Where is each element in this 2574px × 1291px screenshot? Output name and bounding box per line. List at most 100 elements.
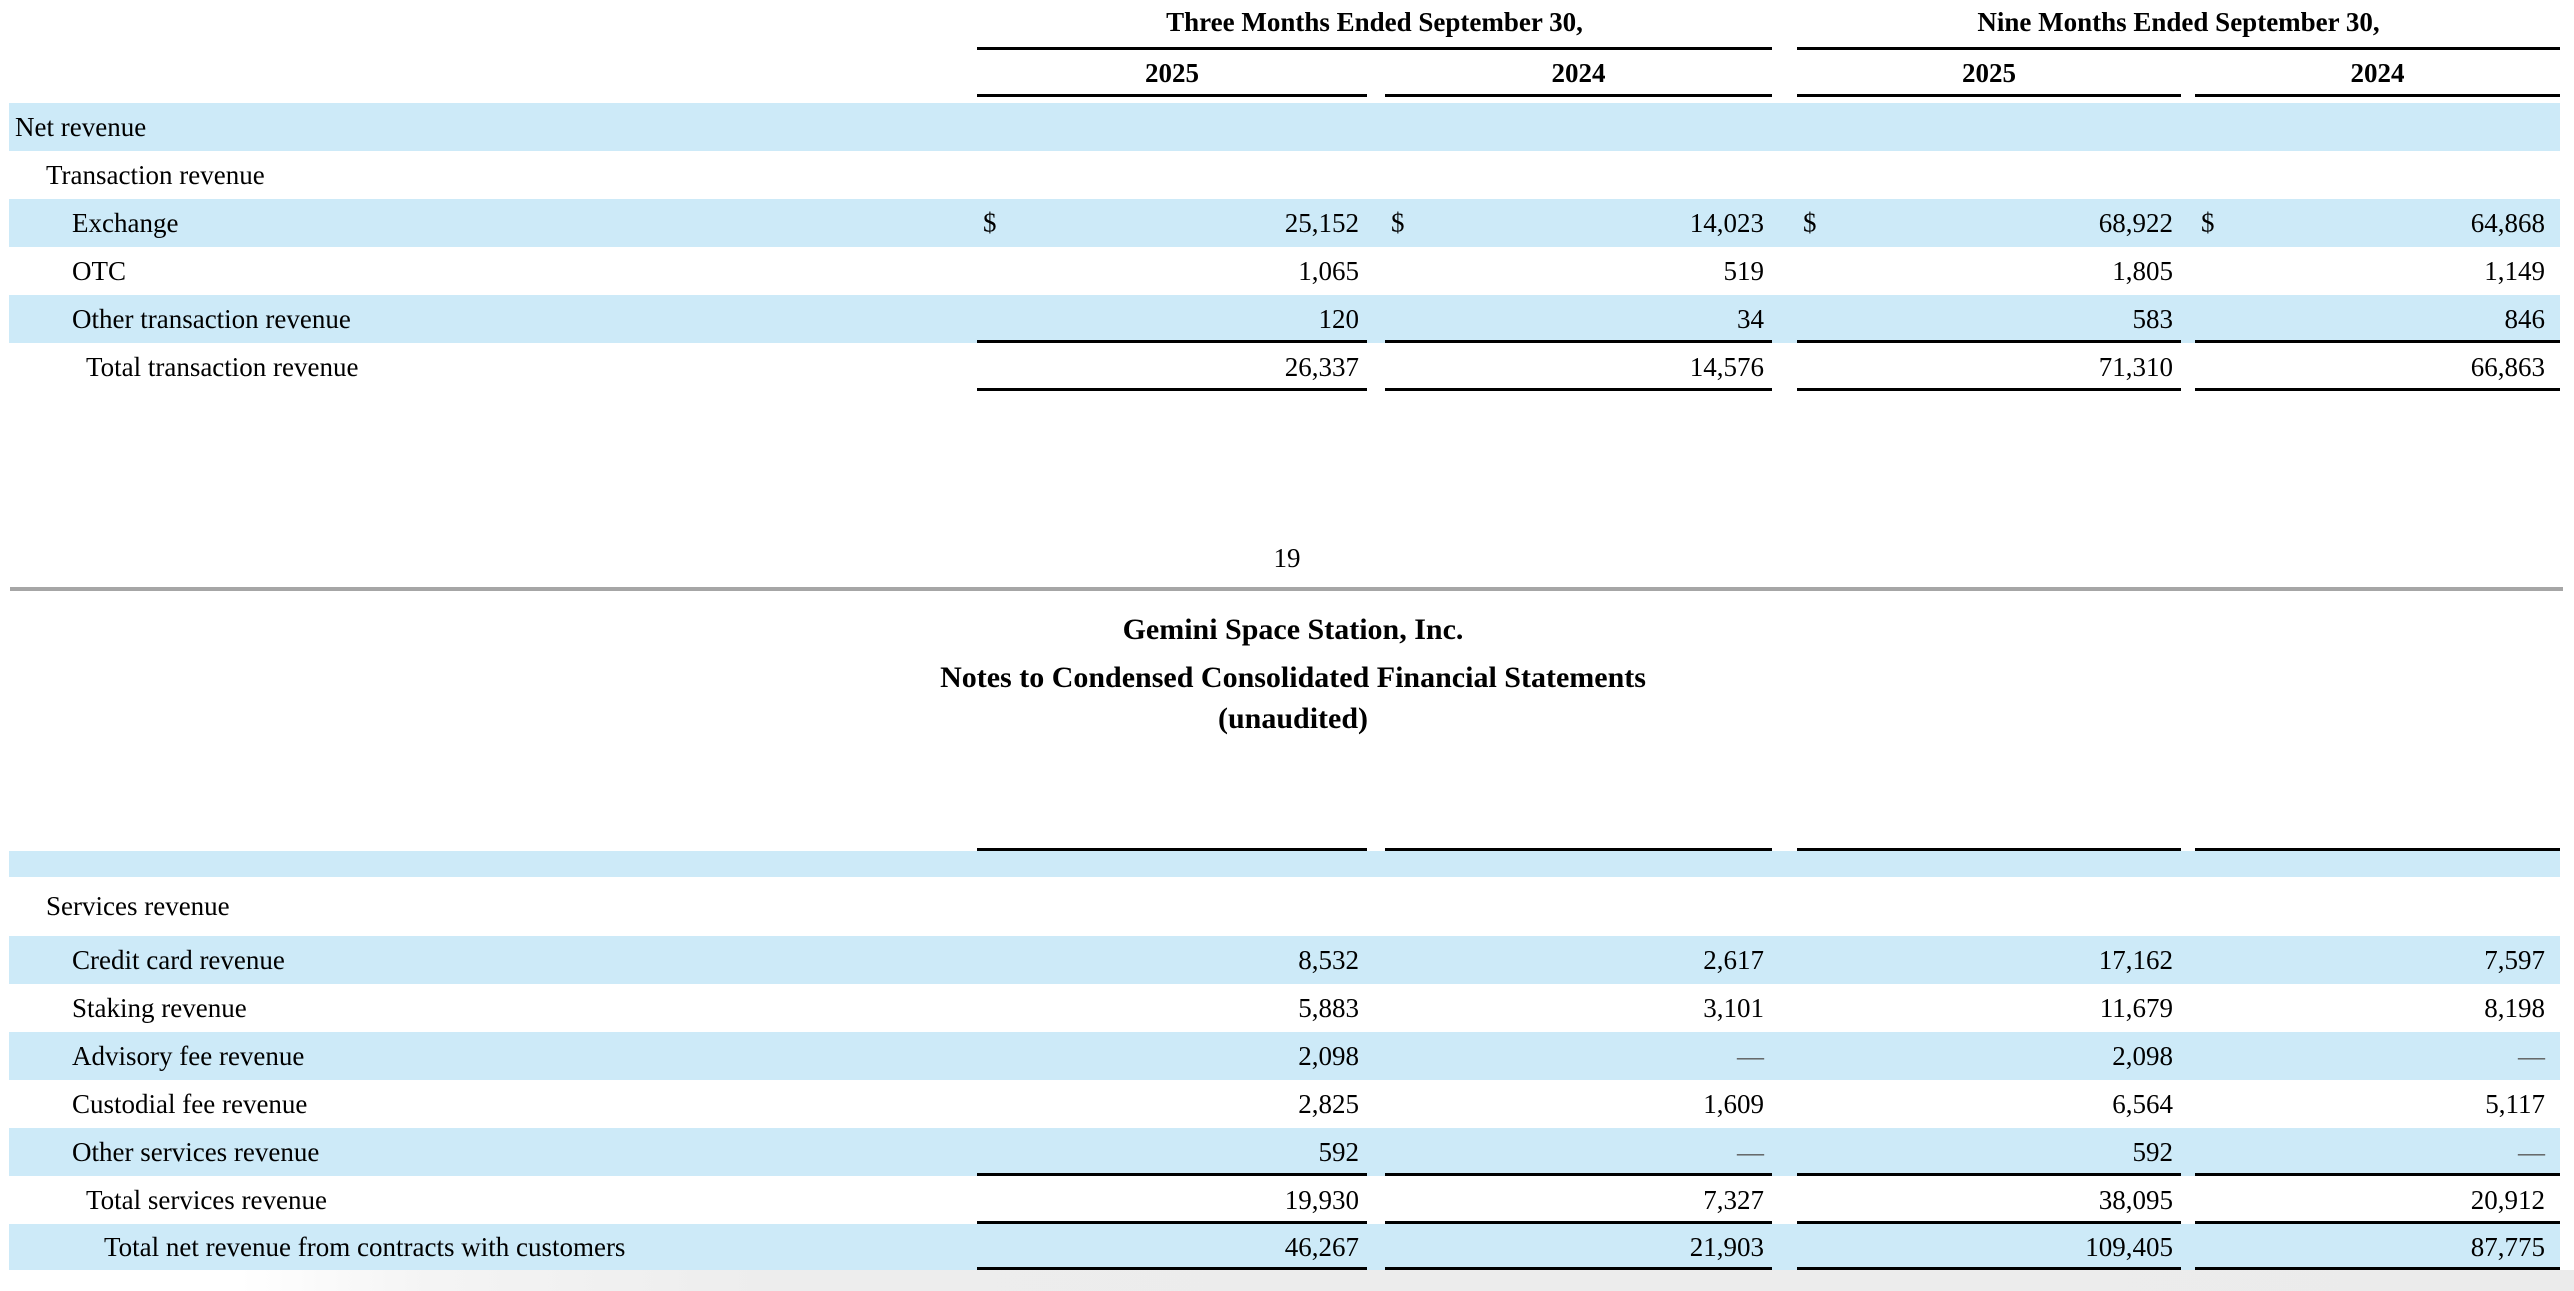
- column-gap: [2181, 851, 2195, 877]
- table-row: Other transaction revenue 120 34 583 846: [9, 295, 2561, 343]
- group-gap: [1772, 851, 1797, 877]
- value-text: 592: [1318, 1136, 1360, 1167]
- cell-value: 519: [1385, 247, 1772, 295]
- cell-value: [2195, 851, 2560, 877]
- page-number: 19: [1273, 543, 1301, 573]
- column-gap: [2181, 1032, 2195, 1080]
- cell-value: 1,609: [1385, 1080, 1772, 1128]
- cell-value: [1797, 877, 2181, 936]
- column-gap: [2181, 877, 2195, 936]
- row-label: Services revenue: [46, 891, 230, 921]
- row-label: Total net revenue from contracts with cu…: [9, 1224, 977, 1270]
- column-gap: [2181, 343, 2195, 391]
- column-gap: [2181, 151, 2195, 199]
- cell-value: [2195, 877, 2560, 936]
- table-row: Other services revenue 592 — 592 —: [9, 1128, 2560, 1176]
- column-gap: [2181, 247, 2195, 295]
- value-text: 5,883: [1298, 992, 1359, 1023]
- value-text: 519: [1723, 255, 1765, 286]
- cell-value: $64,868: [2195, 199, 2561, 247]
- cell-value: 592: [1797, 1128, 2181, 1176]
- cell-value: 6,564: [1797, 1080, 2181, 1128]
- value-text: 71,310: [2098, 351, 2174, 382]
- value-text: 846: [2504, 303, 2546, 334]
- cell-value: 120: [977, 295, 1367, 343]
- row-label: OTC: [72, 255, 126, 286]
- cell-value: 8,198: [2195, 984, 2560, 1032]
- cell-value: 19,930: [977, 1176, 1367, 1224]
- column-gap: [2181, 828, 2195, 851]
- table-row: Exchange $25,152 $14,023 $68,922 $64,868: [9, 199, 2561, 247]
- table-row: Net revenue: [9, 103, 2561, 151]
- table-row: Staking revenue 5,883 3,101 11,679 8,198: [9, 984, 2560, 1032]
- value-text: 68,922: [2098, 207, 2174, 238]
- cell-value: 17,162: [1797, 936, 2181, 984]
- cell-value: 34: [1385, 295, 1773, 343]
- row-label: Other services revenue: [9, 1128, 977, 1176]
- value-text: —: [2518, 1136, 2545, 1167]
- cell-value: 38,095: [1797, 1176, 2181, 1224]
- group-gap: [1772, 828, 1797, 851]
- column-gap: [1367, 1032, 1385, 1080]
- column-gap: [2181, 984, 2195, 1032]
- cell-value: —: [2195, 1128, 2560, 1176]
- empty-cell: [9, 0, 977, 50]
- value-text: 109,405: [2085, 1231, 2173, 1262]
- cell-value: 20,912: [2195, 1176, 2560, 1224]
- column-rule: [977, 828, 1367, 851]
- column-gap: [1367, 103, 1385, 151]
- column-gap: [1367, 1224, 1385, 1270]
- row-label: Transaction revenue: [46, 159, 265, 190]
- year-header: 2024: [2195, 50, 2560, 97]
- cell-value: 7,327: [1385, 1176, 1772, 1224]
- value-text: 25,152: [1284, 207, 1359, 238]
- cell-value: [977, 103, 1367, 151]
- dollar-sign: $: [983, 207, 997, 238]
- table-row: Transaction revenue: [9, 151, 2560, 199]
- column-gap: [2181, 1080, 2195, 1128]
- table-row: Services revenue: [9, 877, 2560, 936]
- company-name: Gemini Space Station, Inc.: [1122, 613, 1464, 646]
- value-text: 66,863: [2470, 351, 2546, 382]
- group-gap: [1772, 936, 1797, 984]
- column-rule: [1385, 828, 1772, 851]
- value-text: 14,576: [1689, 351, 1765, 382]
- cell-value: [1385, 851, 1772, 877]
- group-gap: [1772, 877, 1797, 936]
- cell-value: 5,117: [2195, 1080, 2560, 1128]
- cell-value: [1797, 851, 2181, 877]
- document-header: Gemini Space Station, Inc. Notes to Cond…: [9, 612, 2574, 737]
- table-row: [9, 851, 2560, 877]
- column-gap: [1367, 50, 1385, 97]
- group-header-nine-months: Nine Months Ended September 30,: [1797, 0, 2560, 50]
- column-gap: [1367, 1128, 1385, 1176]
- cell-value: —: [1385, 1032, 1772, 1080]
- row-label: Total services revenue: [86, 1184, 327, 1215]
- cell-value: 583: [1797, 295, 2182, 343]
- value-text: 3,101: [1703, 992, 1764, 1023]
- column-gap: [1367, 851, 1385, 877]
- cell-value: [1385, 877, 1772, 936]
- cell-value: 8,532: [977, 936, 1367, 984]
- group-gap: [1772, 295, 1798, 343]
- row-label: Credit card revenue: [9, 936, 977, 984]
- cell-value: [1797, 151, 2181, 199]
- row-label: Staking revenue: [72, 992, 247, 1023]
- column-gap: [1367, 247, 1385, 295]
- cell-value: 2,617: [1385, 936, 1772, 984]
- column-gap: [1367, 828, 1385, 851]
- value-text: —: [2518, 1040, 2545, 1071]
- cell-value: $25,152: [977, 199, 1367, 247]
- group-gap: [1772, 103, 1798, 151]
- cell-value: [1385, 103, 1773, 151]
- dollar-sign: $: [1391, 207, 1405, 238]
- empty-cell: [9, 50, 977, 97]
- cell-value: $14,023: [1385, 199, 1773, 247]
- cell-value: $68,922: [1797, 199, 2182, 247]
- cell-value: [2195, 103, 2561, 151]
- column-gap: [1367, 984, 1385, 1032]
- cell-value: 2,825: [977, 1080, 1367, 1128]
- year-header: 2025: [977, 50, 1367, 97]
- period-group-header-row: Three Months Ended September 30, Nine Mo…: [9, 0, 2560, 50]
